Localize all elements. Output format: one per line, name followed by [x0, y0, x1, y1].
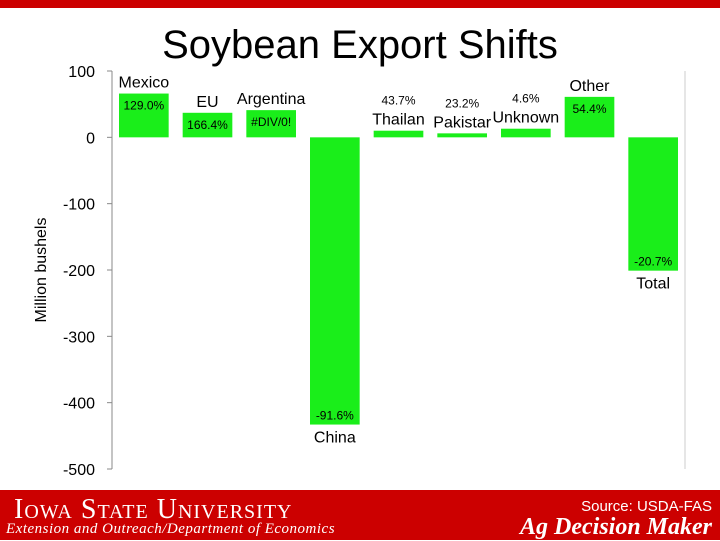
bar-chart: 100 0 -100 -200 -300 -400 -500 Million bushels M…	[33, 64, 686, 479]
bar-total	[628, 137, 678, 271]
data-label: 4.6%	[512, 92, 540, 106]
category-label: Mexico	[118, 75, 169, 92]
data-label: -91.6%	[316, 409, 354, 423]
data-label: 23.2%	[445, 96, 479, 110]
category-label: Other	[569, 78, 610, 95]
bar-other	[564, 96, 615, 138]
footer-subtitle: Extension and Outreach/Department of Eco…	[6, 521, 336, 537]
bar-pakistan	[437, 133, 487, 138]
y-axis-label: Million bushels	[33, 218, 50, 323]
university-logo: Iowa State University	[14, 494, 293, 525]
category-label: Total	[636, 276, 670, 293]
category-label: Unknown	[492, 110, 559, 127]
data-label: -20.7%	[634, 255, 672, 269]
bar-thailand	[373, 130, 424, 138]
y-tick-label: -400	[63, 396, 95, 413]
program-logo: Ag Decision Maker	[520, 514, 712, 540]
data-label: 54.4%	[572, 102, 606, 116]
y-tick-label: -300	[63, 329, 95, 346]
y-tick-label: 0	[86, 130, 95, 147]
source-note: Source: USDA-FAS	[581, 498, 712, 515]
bar-argentina	[246, 110, 296, 138]
top-accent-rule	[0, 0, 720, 8]
bar-mexico	[119, 93, 169, 138]
footer-bar	[0, 490, 720, 540]
bar-eu	[182, 112, 233, 138]
data-label: 43.7%	[381, 94, 415, 108]
y-tick-label: -200	[63, 263, 95, 280]
chart-title: Soybean Export Shifts	[162, 23, 558, 67]
data-label: #DIV/0!	[251, 115, 291, 129]
data-label: 129.0%	[123, 99, 164, 113]
bar-china	[310, 137, 360, 425]
category-label: China	[314, 430, 356, 447]
category-label: EU	[196, 94, 218, 111]
y-tick-label: 100	[68, 64, 95, 81]
y-tick-label: -500	[63, 462, 95, 479]
category-label: Argentina	[237, 91, 306, 108]
bar-unknown	[501, 128, 551, 138]
y-tick-label: -100	[63, 197, 95, 214]
data-label: 166.4%	[187, 118, 228, 132]
category-label: Thailan	[372, 112, 424, 129]
category-label: Pakistar	[433, 114, 491, 131]
